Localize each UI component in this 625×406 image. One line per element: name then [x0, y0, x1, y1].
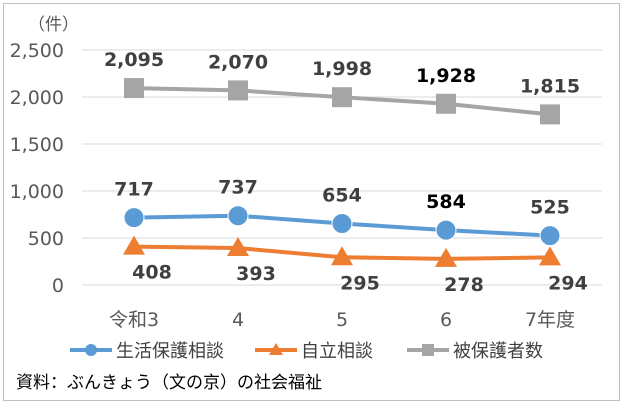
data-label: 654	[322, 185, 362, 207]
legend-label: 被保護者数	[453, 341, 543, 362]
y-tick-label: 2,500	[10, 40, 64, 62]
data-label: 393	[236, 263, 276, 285]
data-point	[227, 205, 249, 227]
legend-item: 自立相談	[255, 341, 373, 362]
y-tick-label: 2,000	[10, 87, 64, 109]
legend-item: 被保護者数	[407, 341, 543, 362]
data-point	[331, 246, 353, 266]
source-note: 資料：ぶんきょう（文の京）の社会福祉	[16, 373, 322, 393]
y-tick-label: 500	[28, 228, 64, 250]
data-label: 408	[132, 262, 172, 284]
data-label: 295	[340, 272, 380, 294]
data-label: 294	[548, 272, 588, 294]
data-label: 717	[114, 179, 154, 201]
series-2	[123, 235, 561, 267]
chart-frame	[3, 3, 620, 401]
data-point	[227, 237, 249, 257]
series-3	[124, 78, 560, 125]
x-tick-label: 6	[440, 309, 452, 331]
series-layer	[123, 78, 561, 267]
y-unit-label: （件）	[28, 15, 79, 35]
data-point	[331, 213, 353, 235]
y-tick-label: 1,500	[10, 134, 64, 156]
data-labels: 717 737 654 584 525 408 393 295 278 294 2,095 2,070…	[104, 49, 588, 296]
legend-label: 生活保護相談	[116, 341, 224, 362]
legend: 生活保護相談 自立相談 被保護者数	[70, 341, 543, 362]
data-label: 2,095	[104, 49, 164, 71]
data-point	[228, 80, 248, 101]
legend-marker	[422, 344, 434, 356]
data-point	[436, 93, 456, 114]
x-tick-label: 5	[336, 309, 348, 331]
data-label: 1,998	[312, 58, 372, 80]
data-label: 2,070	[208, 51, 268, 73]
y-tick-label: 0	[52, 275, 64, 297]
y-axis-ticks: 0 500 1,000 1,500 2,000 2,500	[10, 40, 64, 297]
series-1	[123, 205, 561, 247]
data-point	[123, 207, 145, 229]
y-tick-label: 1,000	[10, 181, 64, 203]
data-label: 737	[218, 177, 258, 199]
data-point	[539, 225, 561, 247]
x-tick-label: 4	[232, 309, 244, 331]
data-point	[124, 78, 144, 99]
data-label: 584	[426, 191, 466, 213]
legend-marker	[269, 343, 283, 355]
data-point	[332, 87, 352, 108]
data-label: 525	[530, 197, 570, 219]
data-label: 278	[444, 274, 484, 296]
data-point	[435, 247, 457, 267]
data-label: 1,928	[416, 65, 476, 87]
data-label: 1,815	[520, 75, 580, 97]
x-tick-label: 7年度	[525, 309, 575, 331]
legend-label: 自立相談	[301, 341, 373, 362]
data-point	[123, 235, 145, 255]
x-tick-label: 令和3	[109, 309, 159, 331]
data-point	[539, 246, 561, 266]
x-axis-ticks: 令和3 4 5 6 7年度	[109, 309, 575, 331]
data-point	[435, 219, 457, 241]
data-point	[540, 104, 560, 125]
legend-item: 生活保護相談	[70, 341, 224, 362]
legend-marker	[85, 344, 97, 356]
